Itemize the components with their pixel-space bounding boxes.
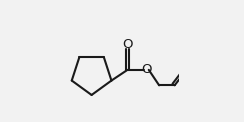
Text: O: O	[141, 63, 152, 76]
Text: O: O	[122, 38, 133, 51]
